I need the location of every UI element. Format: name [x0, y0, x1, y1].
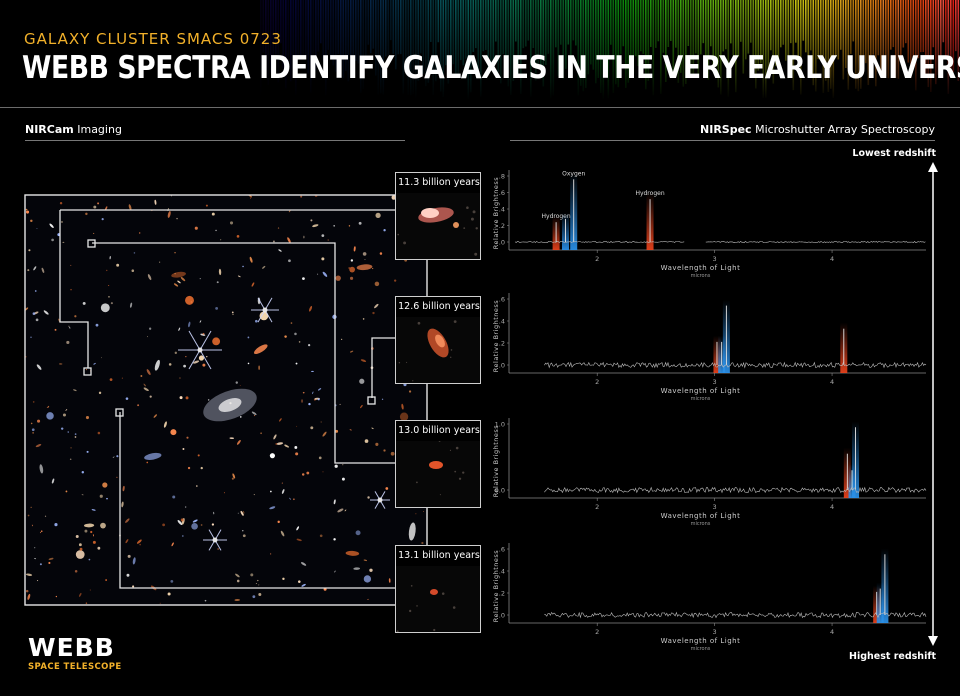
x-axis-unit: microns	[691, 273, 711, 278]
x-tick-label: 2	[595, 628, 599, 636]
spectrum-panel-3: 1.0 0.0 Relative Brightness 2 3 4 Wavelength o…	[486, 408, 928, 526]
logo-subtitle: SPACE TELESCOPE	[28, 662, 122, 672]
y-tick-label: .8	[499, 173, 505, 181]
x-tick-label: 3	[713, 503, 717, 511]
nirspec-rule	[510, 140, 935, 141]
x-axis-label: Wavelength of Light	[661, 637, 741, 645]
y-axis-label: Relative Brightness	[492, 300, 500, 373]
x-tick-label: 4	[830, 628, 834, 636]
x-tick-label: 4	[830, 255, 834, 263]
thumbnail-age-label: 13.0 billion years	[396, 421, 480, 441]
y-axis-label: Relative Brightness	[492, 177, 500, 250]
x-tick-label: 4	[830, 378, 834, 386]
y-tick-label: .2	[499, 222, 505, 230]
x-axis-unit: microns	[691, 521, 711, 526]
x-axis-label: Wavelength of Light	[661, 264, 741, 272]
x-tick-label: 3	[713, 628, 717, 636]
x-axis-unit: microns	[691, 396, 711, 401]
header: GALAXY CLUSTER SMACS 0723 WEBB SPECTRA I…	[0, 0, 960, 108]
webb-logo: WEBB SPACE TELESCOPE	[28, 635, 122, 672]
nircam-rule	[25, 140, 405, 141]
subtitle: GALAXY CLUSTER SMACS 0723	[24, 30, 282, 48]
y-tick-label: .6	[499, 296, 505, 304]
y-tick-label: .6	[499, 546, 505, 554]
x-tick-label: 2	[595, 378, 599, 386]
y-tick-label: .6	[499, 189, 505, 197]
x-tick-label: 3	[713, 255, 717, 263]
y-tick-label: .4	[499, 206, 505, 214]
spectrum-panel-1: .8 .6 .4 .2 .0 Relative Brightness 2 3 4 Waveleng…	[486, 160, 928, 278]
header-divider	[0, 107, 960, 108]
y-axis-label: Relative Brightness	[492, 425, 500, 498]
y-tick-label: .0	[499, 612, 505, 620]
thumbnail-age-label: 11.3 billion years	[396, 173, 480, 193]
deep-field-image	[25, 195, 427, 605]
y-tick-label: 1.0	[495, 421, 505, 429]
y-tick-label: .2	[499, 590, 505, 598]
y-axis-label: Relative Brightness	[492, 550, 500, 623]
y-tick-label: .2	[499, 340, 505, 348]
galaxy-thumbnail-4: 13.1 billion years	[395, 545, 481, 633]
highest-redshift-label: Highest redshift	[849, 651, 936, 662]
x-tick-label: 2	[595, 255, 599, 263]
emission-line-label: Hydrogen	[542, 213, 571, 220]
x-tick-label: 3	[713, 378, 717, 386]
emission-line-label: Hydrogen	[635, 190, 664, 197]
thumbnail-age-label: 13.1 billion years	[396, 546, 480, 566]
emission-line-label: Oxygen	[562, 170, 585, 177]
y-tick-label: .0	[499, 362, 505, 370]
x-axis-label: Wavelength of Light	[661, 512, 741, 520]
y-tick-label: 0.0	[495, 487, 505, 495]
nircam-heading: NIRCam Imaging	[25, 123, 122, 136]
nirspec-heading: NIRSpec Microshutter Array Spectroscopy	[700, 123, 935, 136]
thumbnail-age-label: 12.6 billion years	[396, 297, 480, 317]
spectrum-band-decoration	[260, 0, 960, 100]
lowest-redshift-label: Lowest redshift	[852, 148, 936, 159]
x-axis-unit: microns	[691, 646, 711, 651]
galaxy-thumbnail-2: 12.6 billion years	[395, 296, 481, 384]
redshift-arrow	[928, 162, 938, 646]
spectrum-panel-2: .6 .4 .2 .0 Relative Brightness 2 3 4 Wavelength…	[486, 283, 928, 401]
y-tick-label: .4	[499, 318, 505, 326]
galaxy-thumbnail-3: 13.0 billion years	[395, 420, 481, 508]
x-tick-label: 2	[595, 503, 599, 511]
spectrum-panel-4: .6 .4 .2 .0 Relative Brightness 2 3 4 Wavelength…	[486, 533, 928, 651]
galaxy-thumbnail-1: 11.3 billion years	[395, 172, 481, 260]
y-tick-label: .4	[499, 568, 505, 576]
x-tick-label: 4	[830, 503, 834, 511]
page-title: WEBB SPECTRA IDENTIFY GALAXIES IN THE VE…	[22, 50, 960, 86]
x-axis-label: Wavelength of Light	[661, 387, 741, 395]
logo-wordmark: WEBB	[28, 633, 115, 662]
y-tick-label: .0	[499, 239, 505, 247]
